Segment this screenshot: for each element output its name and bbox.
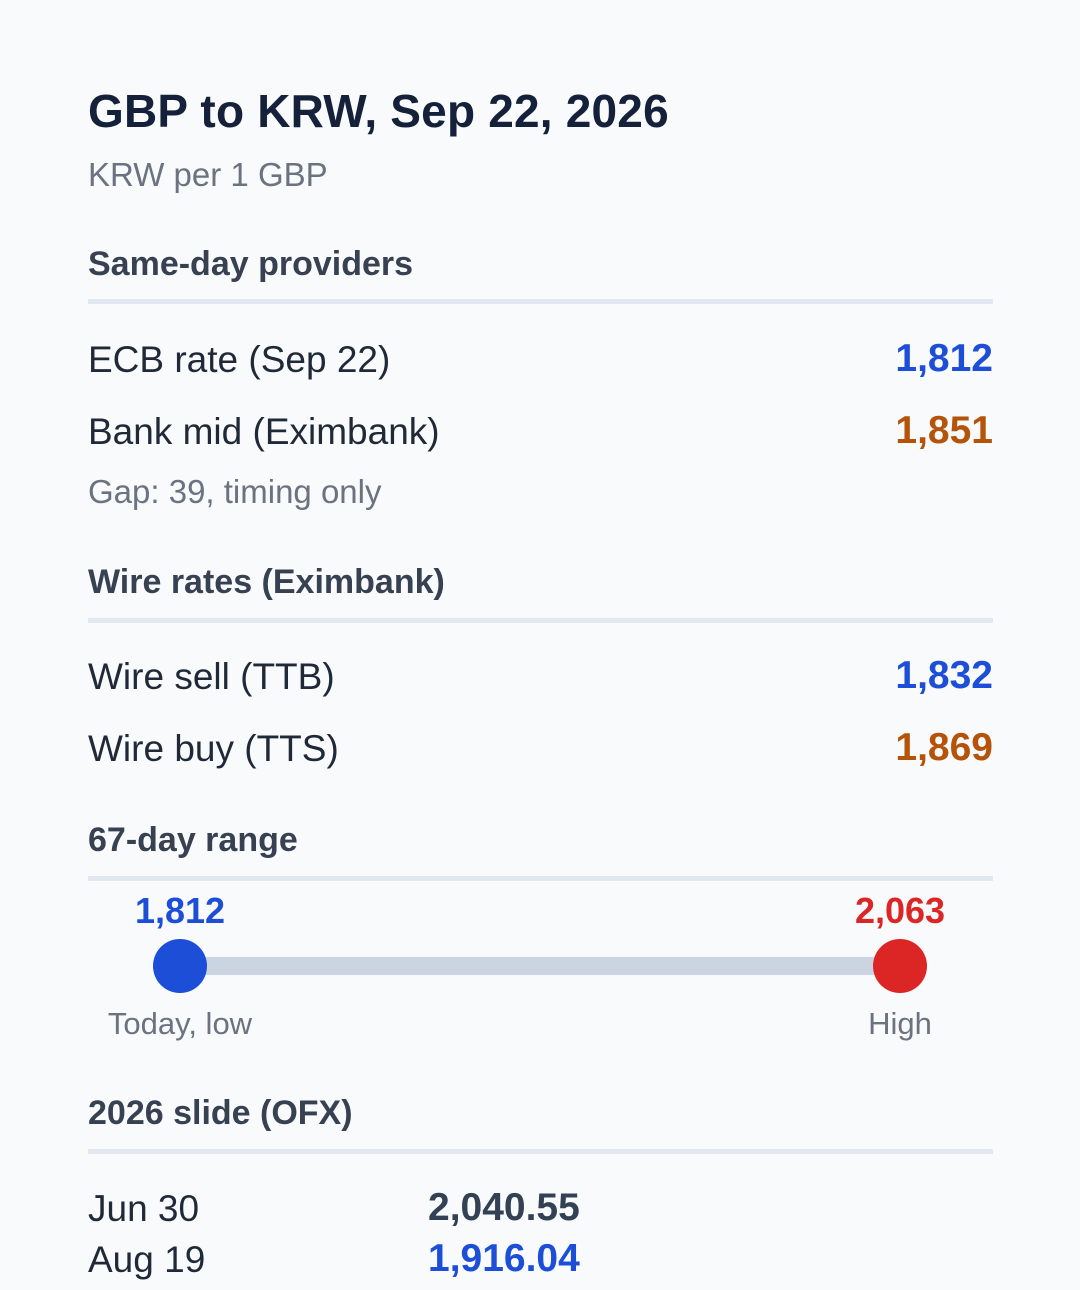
- gap-note: Gap: 39, timing only: [88, 473, 382, 510]
- section-divider: [88, 299, 993, 304]
- rate-row-wire-buy: Wire buy (TTS) 1,869: [88, 726, 993, 778]
- slide-row-rate: 2,040.55: [428, 1186, 580, 1229]
- rate-row-value: 1,869: [895, 726, 993, 769]
- slide-row-date: Jun 30: [88, 1188, 200, 1229]
- rate-row-label: Wire buy (TTS): [88, 728, 339, 769]
- rate-row-label: Wire sell (TTB): [88, 656, 335, 697]
- range-high-marker: [873, 939, 927, 993]
- section-heading-slide: 2026 slide (OFX): [88, 1094, 353, 1132]
- range-low-caption: Today, low: [107, 1006, 253, 1041]
- range-low-marker: [153, 939, 207, 993]
- rate-row-label: ECB rate (Sep 22): [88, 339, 391, 380]
- rate-row-value: 1,851: [895, 409, 993, 452]
- page-subtitle: KRW per 1 GBP: [88, 156, 328, 193]
- slide-row-rate: 1,916.04: [428, 1237, 580, 1280]
- rate-row-value: 1,812: [895, 337, 993, 380]
- range-low-value: 1,812: [134, 890, 226, 931]
- section-heading-wire: Wire rates (Eximbank): [88, 563, 445, 601]
- page-title: GBP to KRW, Sep 22, 2026: [88, 85, 669, 137]
- section-heading-range: 67-day range: [88, 821, 298, 859]
- rate-row-value: 1,832: [895, 654, 993, 697]
- slide-row-aug19: Aug 19 1,916.04: [88, 1237, 993, 1287]
- section-divider: [88, 876, 993, 881]
- slide-row-jun30: Jun 30 2,040.55: [88, 1186, 993, 1236]
- rate-row-ecb: ECB rate (Sep 22) 1,812: [88, 337, 993, 389]
- range-high-value: 2,063: [854, 890, 946, 931]
- rate-row-wire-sell: Wire sell (TTB) 1,832: [88, 654, 993, 706]
- section-divider: [88, 1149, 993, 1154]
- range-high-caption: High: [868, 1006, 932, 1041]
- slide-row-date: Aug 19: [88, 1239, 206, 1280]
- rate-row-bank-mid: Bank mid (Eximbank) 1,851: [88, 409, 993, 461]
- section-divider: [88, 618, 993, 623]
- section-heading-same-day: Same-day providers: [88, 245, 414, 283]
- range-track: [180, 957, 900, 975]
- rate-row-label: Bank mid (Eximbank): [88, 411, 440, 452]
